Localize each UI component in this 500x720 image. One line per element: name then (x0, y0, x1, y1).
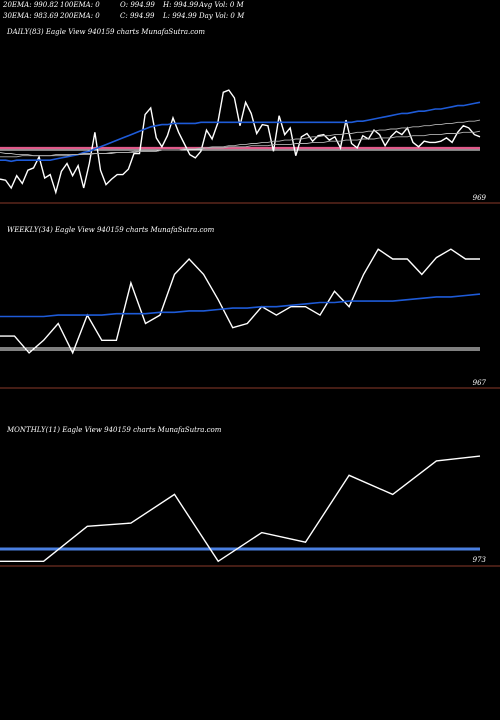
daily-price-series (0, 89, 481, 195)
hdr-avg-vol: Avg Vol: 0 M (199, 1, 244, 9)
daily-ema-fast-series (0, 101, 481, 163)
hdr-30ema: 30EMA: 983.69 (3, 12, 59, 20)
hdr-day-vol: Day Vol: 0 M (199, 12, 245, 20)
daily-panel-label: DAILY(83) Eagle View 940159 charts Munaf… (7, 28, 206, 36)
hdr-high: H: 994.99 (163, 1, 199, 9)
hdr-20ema: 20EMA: 990.82 (3, 1, 59, 9)
hdr-200ema: 200EMA: 0 (60, 12, 100, 20)
weekly-price-series (0, 248, 480, 355)
hdr-close: C: 994.99 (120, 12, 155, 20)
hdr-low: L: 994.99 (163, 12, 197, 20)
weekly-price-label: 967 (472, 379, 486, 387)
monthly-panel-label: MONTHLY(11) Eagle View 940159 charts Mun… (7, 426, 222, 434)
hdr-open: O: 994.99 (120, 1, 155, 9)
weekly-panel-label: WEEKLY(34) Eagle View 940159 charts Muna… (7, 226, 215, 234)
daily-price-label: 969 (472, 194, 486, 202)
monthly-price-series (0, 455, 481, 563)
daily-ema-slower-series (0, 130, 481, 158)
hdr-100ema: 100EMA: 0 (60, 1, 100, 9)
weekly-ema-series (0, 293, 481, 318)
monthly-price-label: 973 (472, 556, 486, 564)
